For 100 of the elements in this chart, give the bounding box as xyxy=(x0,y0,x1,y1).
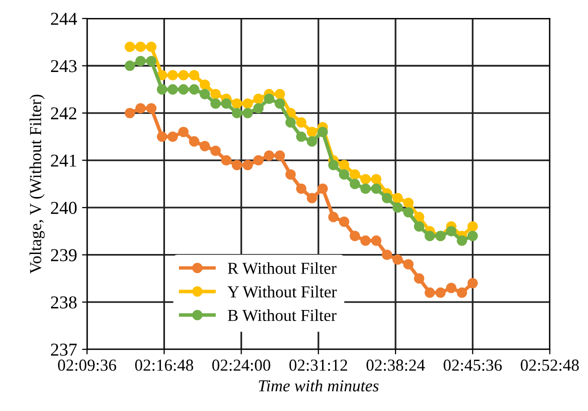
point xyxy=(414,221,424,232)
point xyxy=(338,169,350,180)
point xyxy=(350,169,360,180)
point xyxy=(414,212,424,222)
point xyxy=(318,183,328,194)
point xyxy=(392,254,403,265)
x-tick-label: 02:38:24 xyxy=(366,360,425,371)
legend-label: Y Without Filter xyxy=(228,286,337,298)
point xyxy=(350,230,360,242)
point xyxy=(274,88,286,100)
point xyxy=(360,235,371,246)
x-tick-label: 02:16:48 xyxy=(135,360,194,371)
point xyxy=(274,98,286,109)
y-tick-label: 240 xyxy=(51,202,77,214)
point xyxy=(221,98,232,109)
point xyxy=(296,131,306,142)
point xyxy=(392,192,403,204)
point xyxy=(467,221,478,232)
point xyxy=(124,60,136,71)
point xyxy=(167,84,178,95)
legend-label: B Without Filter xyxy=(228,309,336,322)
point xyxy=(467,230,478,242)
x-tick-label: 02:31:12 xyxy=(289,360,348,371)
point xyxy=(328,212,339,222)
point xyxy=(424,230,435,242)
point xyxy=(146,42,157,52)
point xyxy=(285,117,296,128)
point xyxy=(306,192,318,204)
point xyxy=(253,155,264,166)
point xyxy=(253,94,264,104)
x-tick-label: 02:45:36 xyxy=(444,360,502,371)
point xyxy=(264,94,274,104)
x-tick-label: 02:24:00 xyxy=(212,360,270,371)
point xyxy=(318,126,328,138)
point xyxy=(424,287,435,298)
point xyxy=(135,103,146,114)
y-tick-label: 237 xyxy=(51,344,77,356)
x-tick-label: 02:52:48 xyxy=(520,360,579,371)
point xyxy=(371,174,382,184)
point xyxy=(156,84,168,95)
point xyxy=(210,88,221,100)
point xyxy=(232,108,242,118)
point xyxy=(242,98,253,109)
point xyxy=(200,140,210,152)
point xyxy=(435,287,446,298)
point xyxy=(200,79,210,90)
point xyxy=(371,183,382,194)
point xyxy=(200,88,210,100)
point xyxy=(403,198,414,208)
point xyxy=(350,178,360,190)
point xyxy=(124,42,136,52)
point xyxy=(167,70,178,80)
point xyxy=(414,273,424,284)
point xyxy=(221,155,232,166)
point xyxy=(360,174,371,184)
point xyxy=(178,126,189,138)
point xyxy=(382,192,392,204)
point xyxy=(467,278,478,288)
point xyxy=(232,98,242,109)
point xyxy=(403,259,414,270)
y-axis-title: Voltage, V (Without Filter) xyxy=(30,94,45,274)
point xyxy=(338,160,350,170)
point xyxy=(306,126,318,138)
y-tick-label: 239 xyxy=(51,249,77,262)
point xyxy=(188,70,200,80)
point xyxy=(178,70,189,80)
point xyxy=(178,84,189,95)
point xyxy=(146,103,157,114)
point xyxy=(328,160,339,170)
point xyxy=(371,235,382,246)
point xyxy=(360,183,371,194)
point xyxy=(338,216,350,227)
point xyxy=(188,84,200,95)
point xyxy=(382,250,392,260)
point xyxy=(403,207,414,218)
point xyxy=(264,150,274,161)
point xyxy=(167,131,178,142)
point xyxy=(392,202,403,213)
point xyxy=(135,42,146,52)
y-tick-label: 243 xyxy=(51,60,77,72)
point xyxy=(456,287,468,298)
point xyxy=(296,117,306,128)
point xyxy=(146,56,157,66)
point xyxy=(253,103,264,114)
point xyxy=(242,160,253,170)
point xyxy=(124,108,136,118)
point xyxy=(446,282,456,294)
point xyxy=(285,169,296,180)
point xyxy=(456,235,468,246)
point xyxy=(135,56,146,66)
y-tick-label: 242 xyxy=(51,107,76,120)
point xyxy=(296,183,306,194)
point xyxy=(242,108,253,118)
point xyxy=(188,136,200,147)
point xyxy=(210,98,221,109)
point xyxy=(446,226,456,236)
x-tick-label: 02:09:36 xyxy=(58,360,116,371)
point xyxy=(232,160,242,170)
point xyxy=(210,146,221,156)
legend-label: R Without Filter xyxy=(228,262,336,274)
